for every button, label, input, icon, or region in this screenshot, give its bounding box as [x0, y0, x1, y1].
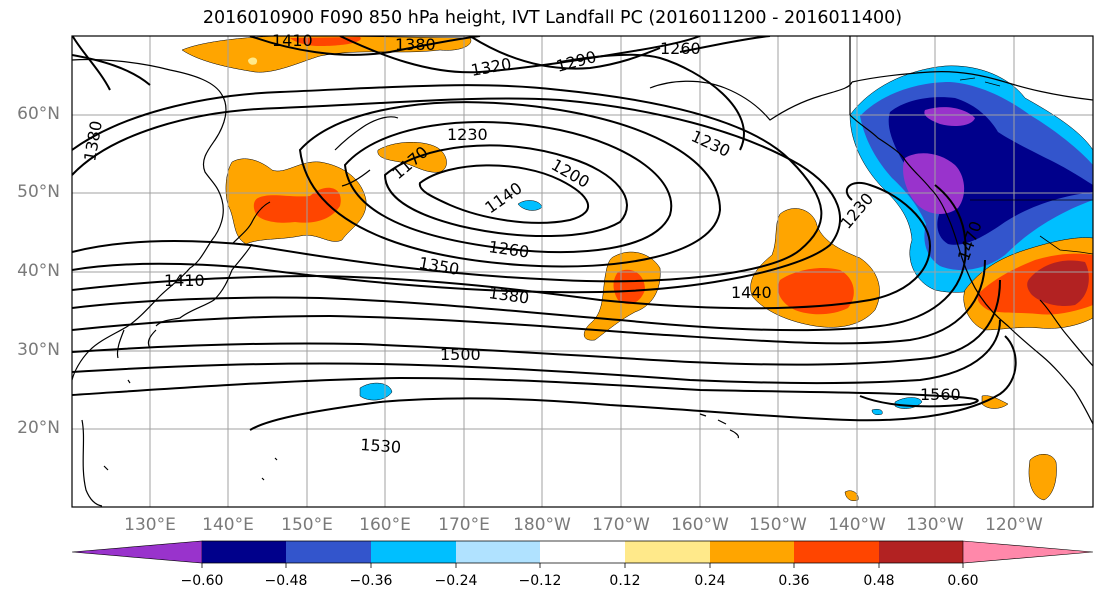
colorbar-bin: [962, 540, 1094, 564]
height-contours: [72, 36, 1017, 431]
anomaly-low-center: [517, 200, 543, 211]
contour-label: 1500: [440, 345, 481, 364]
lat-label: 30°N: [17, 340, 60, 360]
anomaly-small-orange-3: [844, 490, 859, 501]
coastlines: [72, 36, 1093, 507]
colorbar-bin: [710, 541, 794, 563]
lon-label: 150°E: [281, 515, 333, 535]
lon-label: 120°W: [985, 515, 1043, 535]
plot-frame: [71, 35, 1094, 508]
lon-label: 130°E: [124, 515, 176, 535]
colorbar-tick-label: −0.36: [349, 573, 393, 589]
colorbar-bin: [286, 541, 371, 563]
contour-label: 1530: [360, 435, 402, 457]
colorbar-tick-label: 0.48: [863, 573, 895, 589]
lon-label: 160°E: [359, 515, 411, 535]
contour-label: 1140: [481, 178, 525, 217]
colorbar: [71, 540, 1094, 568]
contour-label: 1230: [688, 126, 733, 160]
anomaly-small-blue-1: [359, 382, 393, 401]
contour-label: 1320: [469, 54, 512, 80]
colorbar-bin: [625, 541, 710, 563]
shading-layer: [181, 36, 1093, 501]
colorbar-tick-label: 0.36: [778, 573, 810, 589]
contour-label: 1410: [164, 271, 205, 290]
colorbar-tick-label: −0.12: [518, 573, 562, 589]
lon-label: 150°W: [749, 515, 807, 535]
lat-label: 50°N: [17, 182, 60, 202]
colorbar-bin: [540, 541, 625, 563]
colorbar-bin: [71, 540, 203, 564]
lon-label: 130°W: [906, 515, 964, 535]
lon-label: 170°E: [438, 515, 490, 535]
colorbar-tick-label: −0.48: [264, 573, 308, 589]
contour-label: 1560: [920, 385, 961, 404]
contour-label: 1230: [447, 125, 488, 144]
lat-label: 40°N: [17, 261, 60, 281]
colorbar-tick-label: 0.60: [947, 573, 979, 589]
lon-label: 180°W: [513, 515, 571, 535]
lon-label: 170°W: [592, 515, 650, 535]
contour-label: 1260: [487, 237, 530, 261]
lon-label: 140°E: [202, 515, 254, 535]
colorbar-bin: [202, 541, 286, 563]
contour-label: 1290: [554, 47, 598, 76]
anomaly-small-orange-1: [981, 395, 1009, 409]
colorbar-tick-label: −0.60: [180, 573, 224, 589]
anomaly-pacific-northwest-negative: [849, 65, 1093, 293]
lat-label: 60°N: [17, 104, 60, 124]
contour-label: 1380: [80, 119, 106, 162]
anomaly-small-blue-3: [871, 408, 883, 416]
contour-label: 1380: [487, 283, 530, 307]
colorbar-tick-label: −0.24: [434, 573, 478, 589]
colorbar-bin: [794, 541, 879, 563]
borders: [959, 77, 1093, 255]
lat-label: 20°N: [17, 418, 60, 438]
gridlines: [72, 36, 1093, 507]
colorbar-bin: [456, 541, 540, 563]
colorbar-bin: [879, 541, 963, 563]
contour-label: 1380: [395, 35, 436, 54]
map-title: 2016010900 F090 850 hPa height, IVT Land…: [202, 8, 903, 28]
lon-label: 140°W: [828, 515, 886, 535]
colorbar-tick-label: 0.24: [694, 573, 726, 589]
contour-label: 1260: [660, 39, 701, 58]
colorbar-tick-label: 0.12: [609, 573, 641, 589]
contour-label: 1410: [272, 31, 313, 50]
colorbar-bin: [371, 541, 456, 563]
lon-label: 160°W: [671, 515, 729, 535]
anomaly-small-orange-2: [1028, 454, 1057, 501]
contour-label: 1440: [731, 283, 772, 302]
anomaly-japan: [225, 158, 367, 245]
anomaly-northeast-pacific: [750, 208, 880, 328]
